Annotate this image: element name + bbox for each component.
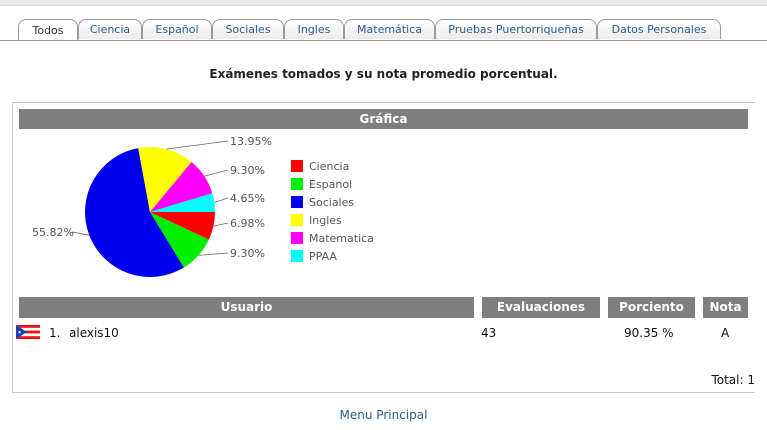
header-evaluaciones: Evaluaciones — [482, 297, 600, 318]
chart-section-title: Gráfica — [19, 109, 748, 129]
top-border — [0, 0, 767, 6]
tab-baseline — [0, 40, 767, 41]
legend-label-espanol: Espanol — [309, 178, 352, 191]
legend-label-ppaa: PPAA — [309, 250, 337, 263]
total-count: Total: 1 — [711, 373, 755, 387]
header-nota: Nota — [703, 297, 748, 318]
leader-line-ppaa — [214, 197, 229, 203]
legend-swatch-matematica — [291, 232, 303, 244]
tab-datos-personales[interactable]: Datos Personales — [597, 19, 721, 39]
leader-line-sociales — [71, 231, 90, 236]
puerto-rico-flag-icon — [16, 325, 40, 339]
pie-slice-ppaa — [150, 193, 215, 212]
evaluaciones-value: 43 — [481, 326, 497, 340]
tab-matematica[interactable]: Matemática — [344, 19, 435, 39]
value-label-sociales: 55.82% — [32, 226, 74, 239]
header-porciento: Porciento — [608, 297, 695, 318]
legend-label-matematica: Matematica — [309, 232, 374, 245]
pie-slice-ingles — [138, 147, 192, 212]
menu-principal-link[interactable]: Menu Principal — [339, 408, 428, 422]
porciento-value: 90.35 % — [624, 326, 674, 340]
tab-bar: Todos Ciencia Español Sociales Ingles Ma… — [0, 19, 767, 42]
value-label-matematica: 9.30% — [230, 164, 265, 177]
pie-slice-sociales — [84, 148, 184, 277]
legend-swatch-espanol — [291, 178, 303, 190]
pie-chart: 6.98% 9.30% 55.82% 13.95% 9.30% 4.65% Ciencia E… — [32, 135, 374, 277]
tab-sociales[interactable]: Sociales — [212, 19, 284, 39]
value-label-ppaa: 4.65% — [230, 192, 265, 205]
page-heading: Exámenes tomados y su nota promedio porc… — [209, 67, 558, 81]
value-label-ciencia: 6.98% — [230, 217, 265, 230]
pie-slice-espanol — [150, 212, 209, 268]
legend-label-ciencia: Ciencia — [309, 160, 349, 173]
legend-swatch-ppaa — [291, 250, 303, 262]
tab-ciencia[interactable]: Ciencia — [78, 19, 142, 39]
user-name-link[interactable]: alexis10 — [69, 326, 119, 340]
value-label-ingles: 13.95% — [230, 135, 272, 148]
row-index: 1. — [49, 326, 61, 340]
header-usuario: Usuario — [19, 297, 474, 318]
pie-slice-matematica — [150, 162, 213, 212]
tab-ingles[interactable]: Ingles — [284, 19, 344, 39]
legend-swatch-ciencia — [291, 160, 303, 172]
tab-todos[interactable]: Todos — [18, 19, 78, 41]
pie-slice-ciencia — [150, 212, 215, 240]
legend-label-sociales: Sociales — [309, 196, 354, 209]
results-panel — [12, 102, 755, 393]
tab-pruebas-puertorriquenas[interactable]: Pruebas Puertorriqueñas — [435, 19, 597, 39]
legend-swatch-ingles — [291, 214, 303, 226]
legend-swatch-sociales — [291, 196, 303, 208]
leader-line-matematica — [204, 169, 229, 177]
tab-espanol[interactable]: Español — [142, 19, 212, 39]
value-label-espanol: 9.30% — [230, 247, 265, 260]
leader-line-ciencia — [213, 222, 229, 227]
legend-label-ingles: Ingles — [309, 214, 342, 227]
nota-value: A — [721, 326, 730, 340]
leader-line-espanol — [198, 252, 229, 256]
leader-line-ingles — [166, 140, 229, 150]
